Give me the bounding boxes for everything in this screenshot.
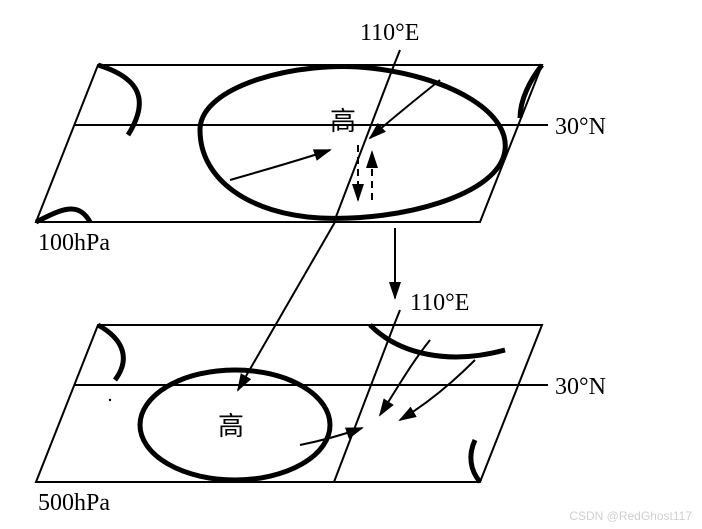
link-arrow-left: [238, 222, 335, 390]
upper-latitude-label: 30°N: [555, 114, 606, 140]
upper-flow-arrow-1: [370, 80, 440, 138]
stray-dot: [109, 399, 111, 401]
lower-center-label: 高: [218, 412, 244, 441]
lower-arc-ne: [370, 325, 505, 357]
lower-plane-frame: [36, 325, 542, 482]
lower-flow-arrow-2: [400, 360, 475, 420]
lower-longitude-label: 110°E: [410, 290, 469, 316]
upper-flow-arrow-2: [230, 150, 330, 180]
diagram-container: 110°E 30°N 100hPa 高 110°E 30°N 500hPa 高 …: [0, 0, 702, 529]
lower-longitude-tick: [394, 310, 400, 325]
upper-high-contour: [200, 67, 505, 219]
watermark: CSDN @RedGhost117: [569, 509, 692, 523]
upper-pressure-label: 100hPa: [38, 230, 110, 256]
upper-longitude-label: 110°E: [360, 20, 419, 46]
pressure-diagram: 110°E 30°N 100hPa 高 110°E 30°N 500hPa 高: [0, 0, 702, 529]
lower-flow-arrow-1: [380, 340, 430, 415]
lower-corner-arc-left: [98, 325, 123, 380]
upper-plane-frame: [36, 65, 542, 222]
lower-longitude-line: [334, 325, 394, 482]
lower-pressure-label: 500hPa: [38, 490, 110, 516]
upper-longitude-tick: [394, 50, 400, 65]
lower-corner-arc-br: [471, 440, 480, 482]
upper-longitude-line: [334, 65, 394, 222]
lower-latitude-label: 30°N: [555, 374, 606, 400]
upper-corner-arc-bl: [36, 209, 90, 222]
upper-center-label: 高: [330, 107, 356, 136]
